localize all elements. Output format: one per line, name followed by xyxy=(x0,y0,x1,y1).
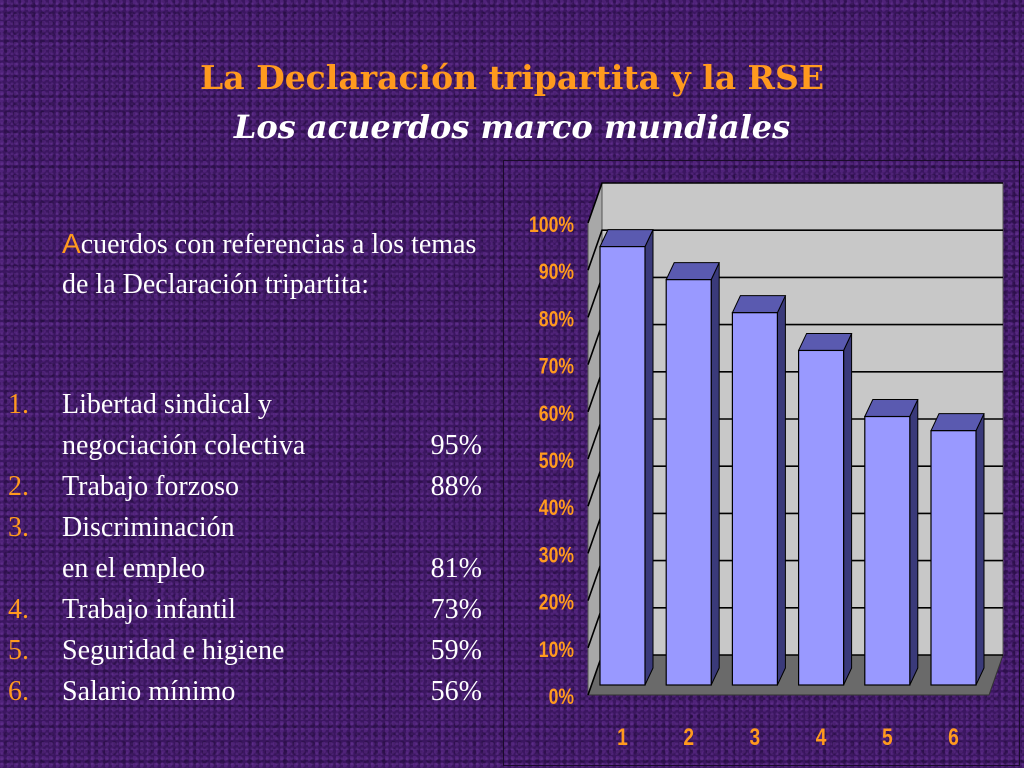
chart-frame xyxy=(503,160,1020,766)
list-item: 6. Salario mínimo 56% xyxy=(0,671,500,712)
bar-top xyxy=(665,262,720,281)
list-number: 2. xyxy=(8,471,29,502)
list-item-label: Salario mínimo xyxy=(62,676,236,707)
bar-side xyxy=(975,413,985,686)
bar xyxy=(599,245,646,686)
list-number: 3. xyxy=(8,512,29,543)
list-number: 1. xyxy=(8,389,29,420)
bar xyxy=(798,349,845,686)
y-tick-label: 50% xyxy=(539,449,574,473)
slide-subtitle: Los acuerdos marco mundiales xyxy=(233,108,791,146)
list-number: 5. xyxy=(8,635,29,666)
x-tick-label: 3 xyxy=(750,723,761,751)
list-item-label: Trabajo forzoso xyxy=(62,471,240,502)
bar-top xyxy=(731,295,787,314)
y-tick-label: 10% xyxy=(539,638,574,662)
y-tick-label: 100% xyxy=(529,213,574,237)
y-tick-label: 60% xyxy=(539,402,574,426)
x-tick-label: 1 xyxy=(617,723,628,751)
list-number: 6. xyxy=(8,676,29,707)
bar-side xyxy=(776,295,786,686)
list-item-percentage: 73% xyxy=(430,594,482,625)
bar-top xyxy=(864,399,919,418)
y-tick-label: 80% xyxy=(539,308,574,332)
bar-top xyxy=(930,413,985,432)
gridline xyxy=(587,182,1003,224)
slide-title: La Declaración tripartita y la RSE xyxy=(200,58,824,97)
list-item-label: Trabajo infantil xyxy=(62,594,236,625)
bar-side xyxy=(909,399,919,686)
bar-side xyxy=(710,262,720,686)
intro-first-letter: A xyxy=(62,228,81,259)
list-item-row: negociación colectiva 95% xyxy=(62,425,482,466)
bar-side xyxy=(843,333,853,686)
list-item-row: Trabajo forzoso 88% xyxy=(62,466,482,507)
list-item-percentage: 88% xyxy=(430,471,482,502)
y-tick-label: 20% xyxy=(539,591,574,615)
gridline xyxy=(587,229,1003,271)
topic-list: 1. Libertad sindical y negociación colecti… xyxy=(0,384,500,712)
y-tick-label: 30% xyxy=(539,544,574,568)
list-item: 4. Trabajo infantil 73% xyxy=(0,589,500,630)
list-item-row: Salario mínimo 56% xyxy=(62,671,482,712)
list-item-row: en el empleo 81% xyxy=(62,548,482,589)
y-tick-label: 70% xyxy=(539,355,574,379)
y-tick-label: 40% xyxy=(539,496,574,520)
list-item-row: Libertad sindical y xyxy=(62,384,482,425)
bar xyxy=(731,312,778,686)
bar-side xyxy=(644,229,654,686)
list-item-percentage: 59% xyxy=(430,635,482,666)
bar-chart: 0% 10% 20% 30% 40% 50% 60% 70% 80% 90% 100% 1 2 3 4 5 6 xyxy=(529,182,1004,751)
intro-text: Acuerdos con referencias a los temas de … xyxy=(62,224,482,305)
list-item-label: Seguridad e higiene xyxy=(62,635,285,666)
bar xyxy=(930,430,977,686)
bar-top xyxy=(599,229,654,248)
x-tick-label: 4 xyxy=(816,723,827,751)
list-item-percentage: 95% xyxy=(430,430,482,461)
bar xyxy=(665,279,712,686)
list-item-label: negociación colectiva xyxy=(62,430,306,461)
bar-top xyxy=(797,332,853,351)
intro-rest: cuerdos con referencias a los temas de l… xyxy=(62,229,477,300)
x-tick-label: 2 xyxy=(683,723,694,751)
list-item-percentage: 81% xyxy=(430,553,482,584)
bar xyxy=(864,415,911,686)
list-number: 4. xyxy=(8,594,29,625)
list-item-percentage: 56% xyxy=(430,676,482,707)
x-tick-label: 6 xyxy=(948,723,959,751)
list-item: 5. Seguridad e higiene 59% xyxy=(0,630,500,671)
y-tick-label: 90% xyxy=(539,260,574,284)
list-item-label: Libertad sindical y xyxy=(62,389,272,420)
list-item-label: Discriminación xyxy=(62,512,235,543)
list-item-label: en el empleo xyxy=(62,553,206,584)
list-item-row: Discriminación xyxy=(62,507,482,548)
list-item: 3. Discriminación en el empleo 81% xyxy=(0,507,500,589)
list-item: 1. Libertad sindical y negociación colecti… xyxy=(0,384,500,466)
list-item: 2. Trabajo forzoso 88% xyxy=(0,466,500,507)
list-item-row: Seguridad e higiene 59% xyxy=(62,630,482,671)
list-item-row: Trabajo infantil 73% xyxy=(62,589,482,630)
y-tick-label: 0% xyxy=(549,685,575,709)
x-tick-label: 5 xyxy=(882,723,893,751)
